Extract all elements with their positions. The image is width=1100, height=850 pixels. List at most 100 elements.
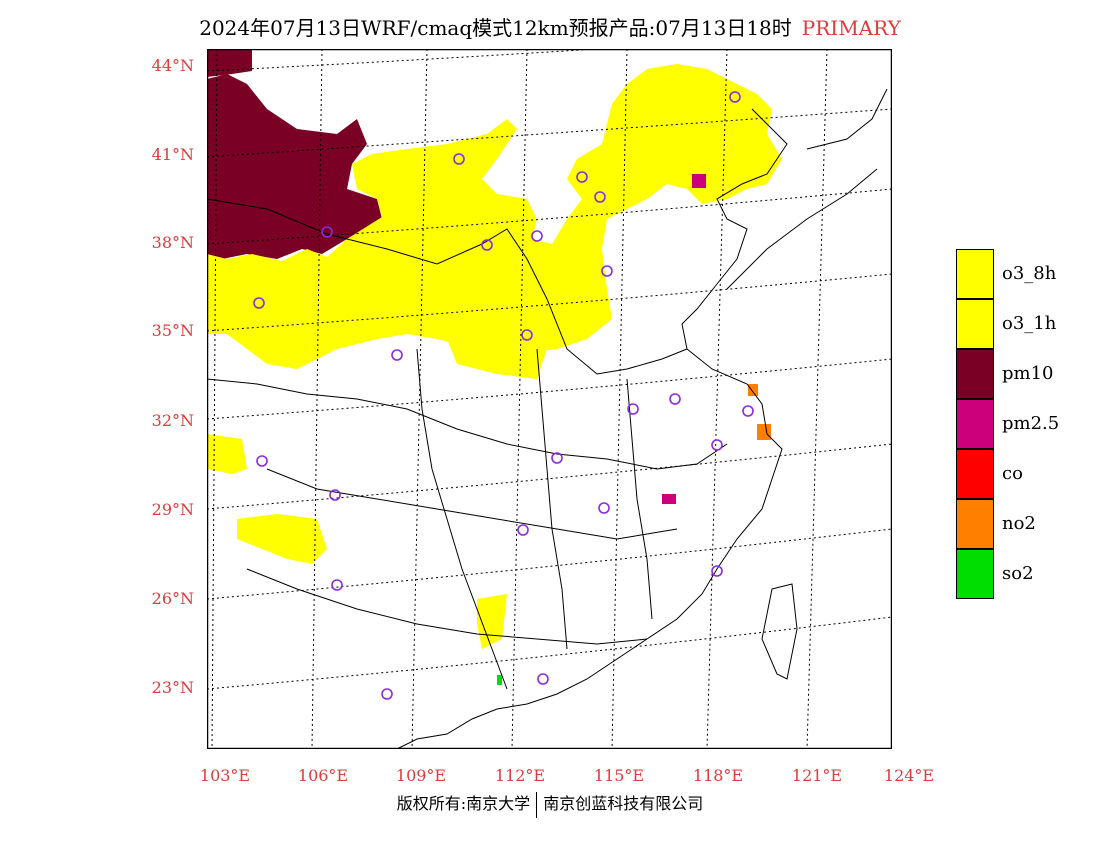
legend-swatch	[956, 399, 994, 449]
lat-label-32n: 32°N	[151, 411, 194, 430]
title-text: 2024年07月13日WRF/cmaq模式12km预报产品:07月13日18时	[199, 16, 792, 40]
province-boundaries	[806, 88, 888, 150]
lon-label-112e: 112°E	[494, 766, 546, 785]
pm10-region-top	[207, 49, 252, 77]
legend-label: o3_8h	[1002, 263, 1057, 284]
lon-label-115e: 115°E	[593, 766, 645, 785]
o3-region-north	[207, 64, 782, 369]
graticule-lat	[207, 616, 892, 690]
legend-label: pm2.5	[1002, 413, 1060, 434]
legend-item-pm10: pm10	[956, 349, 1096, 399]
station-marker	[601, 265, 613, 277]
legend-swatch	[956, 299, 994, 349]
station-marker	[742, 405, 754, 417]
station-marker	[627, 403, 639, 415]
o3-region-guizhou	[237, 514, 327, 564]
legend-label: so2	[1002, 563, 1034, 584]
legend-swatch	[956, 499, 994, 549]
province-boundaries	[416, 348, 508, 690]
station-marker	[321, 226, 333, 238]
pm10-region-northwest	[207, 74, 382, 259]
graticule-lon	[211, 49, 218, 749]
station-marker	[329, 489, 341, 501]
station-marker	[531, 230, 543, 242]
station-marker	[521, 329, 533, 341]
pollutant-layer	[207, 49, 782, 685]
legend-item-o3-1h: o3_1h	[956, 299, 1096, 349]
legend-item-o3-8h: o3_8h	[956, 249, 1096, 299]
graticule-lat	[207, 49, 605, 72]
province-boundaries	[266, 468, 678, 540]
legend-swatch	[956, 549, 994, 599]
station-marker	[331, 579, 343, 591]
lat-label-29n: 29°N	[151, 500, 194, 519]
copyright-left: 版权所有:南京大学	[396, 794, 531, 813]
lat-label-41n: 41°N	[151, 145, 194, 164]
legend-item-no2: no2	[956, 499, 1096, 549]
legend-item-so2: so2	[956, 549, 1096, 599]
legend: o3_8h o3_1h pm10 pm2.5 co no2 so2	[956, 249, 1096, 599]
lat-label-38n: 38°N	[151, 233, 194, 252]
lat-label-35n: 35°N	[151, 321, 194, 340]
graticule-lon	[806, 49, 828, 749]
map-title: 2024年07月13日WRF/cmaq模式12km预报产品:07月13日18时 P…	[0, 12, 1100, 41]
legend-label: co	[1002, 463, 1023, 484]
o3-region-henan	[447, 334, 547, 379]
station-marker	[576, 171, 588, 183]
graticule	[207, 49, 892, 749]
map-border	[207, 49, 892, 749]
graticule-lat	[207, 528, 892, 600]
station-marker	[594, 191, 606, 203]
boundaries	[207, 88, 888, 749]
legend-swatch	[956, 349, 994, 399]
station-marker	[711, 439, 723, 451]
graticule-lat	[207, 273, 892, 332]
lon-label-124e: 124°E	[883, 766, 935, 785]
station-marker	[453, 153, 465, 165]
lon-label-118e: 118°E	[692, 766, 744, 785]
station-marker	[256, 455, 268, 467]
province-boundaries	[207, 198, 688, 375]
station-marker	[711, 565, 723, 577]
legend-label: o3_1h	[1002, 313, 1057, 334]
graticule-lon	[511, 49, 528, 749]
lon-label-103e: 103°E	[199, 766, 251, 785]
province-boundaries	[246, 568, 648, 645]
copyright-footer: 版权所有:南京大学 南京创蓝科技有限公司	[0, 790, 1100, 818]
station-marker	[729, 91, 741, 103]
station-marker	[381, 688, 393, 700]
station-marker	[481, 239, 493, 251]
pollution-map	[207, 49, 892, 749]
station-marker	[598, 502, 610, 514]
legend-item-pm25: pm2.5	[956, 399, 1096, 449]
title-tag: PRIMARY	[801, 16, 901, 40]
legend-label: no2	[1002, 513, 1036, 534]
lon-label-121e: 121°E	[791, 766, 843, 785]
legend-swatch	[956, 449, 994, 499]
station-marker	[669, 393, 681, 405]
graticule-lon	[706, 49, 728, 749]
lon-label-109e: 109°E	[395, 766, 447, 785]
station-marker	[551, 452, 563, 464]
lat-label-26n: 26°N	[151, 589, 194, 608]
graticule-lon	[611, 49, 628, 749]
station-markers	[253, 91, 754, 700]
taiwan-coast	[761, 583, 798, 680]
station-marker	[391, 349, 403, 361]
graticule-lat	[207, 188, 892, 245]
province-boundaries	[626, 378, 653, 620]
lat-label-23n: 23°N	[151, 678, 194, 697]
graticule-lat	[207, 358, 892, 420]
so2-spot-guangdong	[497, 675, 502, 685]
legend-label: pm10	[1002, 363, 1054, 384]
o3-region-guangxi	[477, 594, 507, 649]
pm25-spot-tianjin	[692, 174, 706, 188]
station-marker	[253, 297, 265, 309]
graticule-lon	[311, 49, 323, 749]
province-boundaries	[726, 168, 878, 290]
lon-label-106e: 106°E	[297, 766, 349, 785]
coastline	[396, 108, 788, 749]
no2-spot-jiangsu	[748, 384, 758, 396]
province-boundaries	[207, 378, 728, 470]
station-marker	[537, 673, 549, 685]
